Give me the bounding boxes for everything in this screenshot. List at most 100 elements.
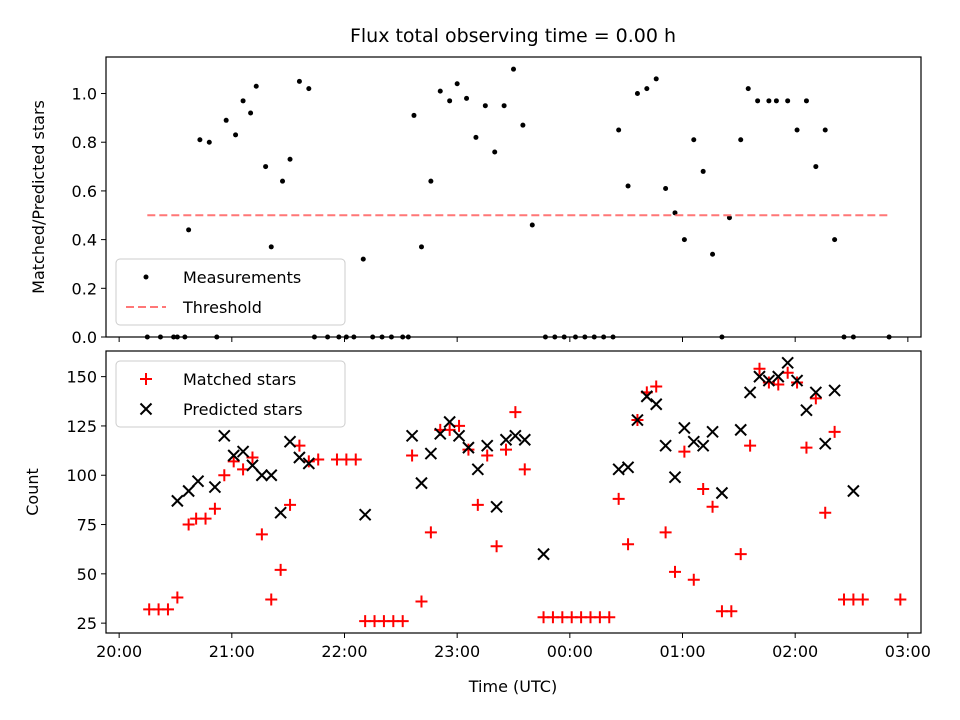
predicted-star-marker: [462, 441, 475, 454]
predicted-star-marker: [809, 386, 823, 399]
x-axis-label: Time (UTC): [468, 677, 557, 696]
plot-frame: [105, 56, 922, 338]
measurement-point: [280, 178, 286, 184]
measurement-point: [482, 103, 488, 109]
y-tick-label: 0.8: [72, 133, 97, 152]
matched-star-marker: [396, 615, 409, 628]
matched-star-marker: [809, 392, 822, 405]
predicted-star-marker: [518, 433, 531, 446]
chart-title: Flux total observing time = 0.00 h: [350, 25, 676, 47]
predicted-star-marker: [208, 480, 222, 494]
measurement-point: [418, 244, 424, 250]
legend-predicted-swatch: [139, 402, 153, 416]
predicted-star-marker: [753, 370, 766, 383]
matched-star-marker: [199, 512, 212, 525]
legend-matched-swatch: [140, 373, 152, 385]
matched-star-marker: [687, 573, 700, 586]
matched-star-marker: [800, 441, 813, 454]
y-tick-label: 100: [66, 466, 97, 485]
matched-star-marker: [227, 455, 240, 468]
matched-star-marker: [753, 362, 766, 375]
legend-entry-label: Matched stars: [183, 370, 296, 389]
matched-star-marker: [453, 419, 466, 432]
legend-box: [115, 258, 346, 326]
predicted-star-marker: [621, 461, 635, 474]
y-axis-label: Count: [23, 468, 42, 516]
predicted-star-marker: [659, 439, 672, 452]
measurement-point: [197, 137, 203, 143]
measurement-point: [186, 227, 192, 233]
measurement-point: [653, 76, 659, 82]
measurement-point: [287, 156, 293, 162]
predicted-star-marker: [218, 429, 231, 443]
measurement-point: [822, 127, 828, 133]
matched-star-marker: [481, 449, 494, 462]
y-tick-label: 0.4: [72, 231, 97, 250]
predicted-star-marker: [537, 547, 550, 561]
measurement-point: [182, 334, 188, 340]
measurement-point: [248, 110, 254, 116]
measurement-point: [610, 334, 616, 340]
measurement-point: [663, 185, 669, 191]
measurement-point: [542, 334, 548, 340]
predicted-star-marker: [790, 374, 804, 387]
measurement-point: [405, 334, 411, 340]
measurement-point: [370, 334, 376, 340]
matched-star-marker: [725, 605, 738, 618]
predicted-star-marker: [293, 451, 306, 464]
predicted-star-marker: [405, 429, 419, 443]
measurement-point: [591, 334, 597, 340]
measurement-point: [886, 334, 892, 340]
matched-star-marker: [161, 603, 174, 616]
y-tick-label: 50: [77, 565, 97, 584]
predicted-star-marker: [443, 415, 456, 429]
measurement-point: [785, 98, 791, 104]
measurement-point: [473, 134, 479, 140]
matched-star-marker: [274, 563, 287, 576]
predicted-star-marker: [762, 374, 776, 387]
measurement-point: [644, 86, 650, 92]
predicted-star-marker: [640, 390, 654, 403]
x-tick-label: 00:00: [547, 642, 593, 661]
matched-star-marker: [622, 538, 635, 551]
predicted-star-marker: [274, 506, 287, 519]
predicted-star-marker: [509, 429, 522, 443]
predicted-star-marker: [265, 469, 278, 482]
x-tick-label: 01:00: [659, 642, 705, 661]
measurement-point: [437, 88, 443, 94]
y-tick-label: 1.0: [72, 85, 97, 104]
y-tick-label: 75: [77, 516, 97, 535]
predicted-star-marker: [182, 484, 195, 498]
measurement-point: [616, 127, 622, 133]
measurement-point: [529, 222, 535, 228]
y-tick-label: 125: [66, 417, 97, 436]
matched-star-marker: [265, 593, 278, 606]
matched-star-marker: [293, 439, 306, 452]
predicted-star-marker: [227, 449, 240, 462]
measurement-point: [672, 210, 678, 216]
matched-star-marker: [603, 611, 616, 624]
legend-measurement-swatch: [143, 274, 149, 280]
x-tick-label: 03:00: [885, 642, 931, 661]
predicted-star-marker: [191, 474, 205, 488]
y-tick-label: 0.0: [72, 328, 97, 347]
predicted-star-marker: [715, 486, 729, 500]
measurement-point: [206, 139, 212, 145]
measurement-point: [582, 334, 588, 340]
measurement-point: [428, 178, 434, 184]
predicted-star-marker: [631, 413, 644, 427]
predicted-star-marker: [650, 398, 663, 411]
predicted-star-marker: [415, 476, 428, 490]
matched-star-marker: [762, 376, 775, 389]
matched-star-marker: [208, 502, 221, 515]
predicted-star-marker: [358, 508, 372, 521]
measurement-point: [379, 334, 385, 340]
measurement-point: [343, 334, 349, 340]
x-tick-label: 21:00: [209, 642, 255, 661]
measurement-point: [841, 334, 847, 340]
predicted-star-marker: [847, 484, 860, 498]
matched-star-marker: [518, 463, 531, 476]
matched-star-marker: [791, 376, 804, 389]
measurement-point: [766, 98, 772, 104]
